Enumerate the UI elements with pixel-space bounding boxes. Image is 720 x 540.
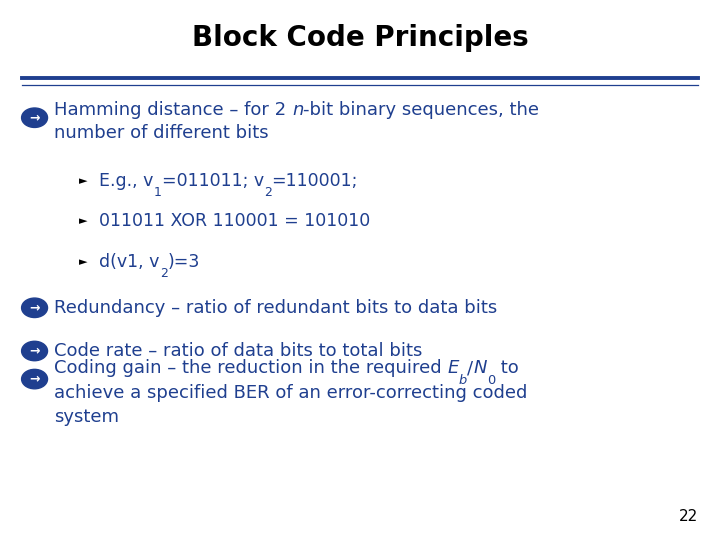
Text: ►: ► <box>78 257 87 267</box>
Text: n: n <box>292 100 303 119</box>
Text: 22: 22 <box>679 509 698 524</box>
Circle shape <box>22 298 48 318</box>
Text: ►: ► <box>78 217 87 226</box>
Text: /: / <box>467 359 473 377</box>
Text: →: → <box>30 301 40 314</box>
Text: Block Code Principles: Block Code Principles <box>192 24 528 52</box>
Circle shape <box>22 341 48 361</box>
Text: 0: 0 <box>487 374 495 387</box>
Text: Code rate – ratio of data bits to total bits: Code rate – ratio of data bits to total … <box>54 342 423 360</box>
Text: d(v1, v: d(v1, v <box>99 253 160 271</box>
Text: =011011; v: =011011; v <box>161 172 264 190</box>
Text: number of different bits: number of different bits <box>54 124 269 143</box>
Text: →: → <box>30 373 40 386</box>
Circle shape <box>22 369 48 389</box>
Text: -bit binary sequences, the: -bit binary sequences, the <box>303 100 539 119</box>
Text: E.g., v: E.g., v <box>99 172 154 190</box>
Text: achieve a specified BER of an error-correcting coded: achieve a specified BER of an error-corr… <box>54 383 527 402</box>
Text: b: b <box>459 374 467 387</box>
Text: N: N <box>473 359 487 377</box>
Text: system: system <box>54 408 119 426</box>
Text: Redundancy – ratio of redundant bits to data bits: Redundancy – ratio of redundant bits to … <box>54 299 498 317</box>
Text: 011011 XOR 110001 = 101010: 011011 XOR 110001 = 101010 <box>99 212 371 231</box>
Text: to: to <box>495 359 518 377</box>
Text: ►: ► <box>78 176 87 186</box>
Circle shape <box>22 108 48 127</box>
Text: 2: 2 <box>160 267 168 280</box>
Text: =110001;: =110001; <box>271 172 358 190</box>
Text: )=3: )=3 <box>168 253 200 271</box>
Text: E: E <box>447 359 459 377</box>
Text: Coding gain – the reduction in the required: Coding gain – the reduction in the requi… <box>54 359 447 377</box>
Text: 2: 2 <box>264 186 271 199</box>
Text: →: → <box>30 345 40 357</box>
Text: Hamming distance – for 2: Hamming distance – for 2 <box>54 100 292 119</box>
Text: →: → <box>30 111 40 124</box>
Text: 1: 1 <box>154 186 161 199</box>
